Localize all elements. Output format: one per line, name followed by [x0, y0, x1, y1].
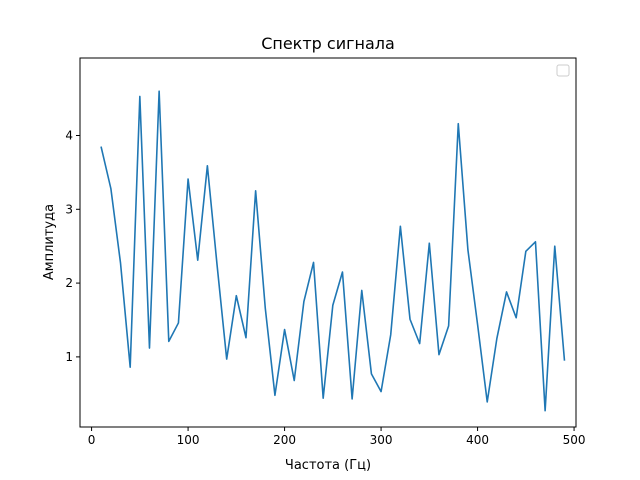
plot-area: [80, 58, 576, 427]
series-line: [100, 90, 566, 412]
y-tick-label: 4: [65, 128, 73, 142]
x-tick-label: 200: [273, 433, 296, 447]
chart-title: Спектр сигнала: [261, 34, 395, 53]
axis-ticks: 0 100 200 300 400 500 1 2 3 4: [65, 128, 585, 447]
x-tick-label: 100: [177, 433, 200, 447]
y-tick-label: 3: [65, 202, 73, 216]
y-axis-label: Амплитуда: [42, 204, 57, 280]
legend-box: [556, 64, 570, 77]
x-tick-label: 500: [563, 433, 586, 447]
y-tick-label: 2: [65, 276, 73, 290]
series-layer: [100, 90, 566, 412]
plot-frame: [79, 57, 577, 428]
y-tick-label: 1: [65, 350, 73, 364]
x-axis-label: Частота (Гц): [285, 458, 371, 473]
x-tick-label: 0: [88, 433, 96, 447]
x-tick-label: 400: [466, 433, 489, 447]
x-tick-label: 300: [370, 433, 393, 447]
